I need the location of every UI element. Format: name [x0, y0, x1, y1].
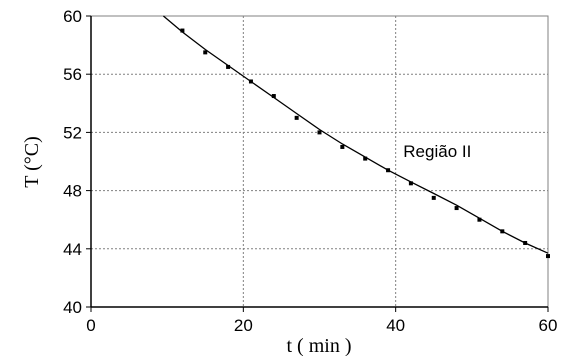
y-tick-label: 56	[63, 65, 82, 84]
data-point	[226, 64, 231, 69]
x-tick-label: 20	[234, 316, 253, 335]
data-point	[180, 28, 185, 33]
y-tick-label: 40	[63, 298, 82, 317]
data-point	[523, 240, 528, 245]
data-point	[271, 94, 276, 99]
data-point	[408, 181, 413, 186]
plot-frame	[90, 15, 549, 308]
data-point	[248, 79, 253, 84]
y-tick-label: 44	[63, 240, 82, 259]
y-tick-label: 60	[63, 7, 82, 26]
y-tick-label: 48	[63, 182, 82, 201]
data-point	[340, 144, 345, 149]
data-points	[180, 28, 550, 259]
data-point	[294, 115, 299, 120]
data-point	[546, 254, 550, 259]
data-point	[431, 195, 436, 200]
data-point	[500, 229, 505, 234]
y-axis-title: T (°C)	[21, 136, 43, 188]
data-point	[363, 156, 368, 161]
x-tick-label: 0	[86, 316, 95, 335]
fit-curve	[162, 15, 549, 254]
tick-marks	[86, 15, 549, 312]
data-point	[386, 168, 391, 173]
data-point	[454, 206, 459, 211]
data-point	[317, 130, 322, 135]
y-tick-label: 52	[63, 123, 82, 142]
tick-labels: 0 20 40 60 40 44 48 52 56 60	[63, 7, 557, 335]
x-tick-label: 40	[386, 316, 405, 335]
x-axis-title: t ( min )	[287, 335, 352, 356]
data-point	[203, 50, 208, 55]
x-tick-label: 60	[539, 316, 558, 335]
grid-lines	[91, 16, 548, 307]
annotation-regiao: Região II	[403, 142, 471, 161]
data-point	[477, 217, 482, 222]
